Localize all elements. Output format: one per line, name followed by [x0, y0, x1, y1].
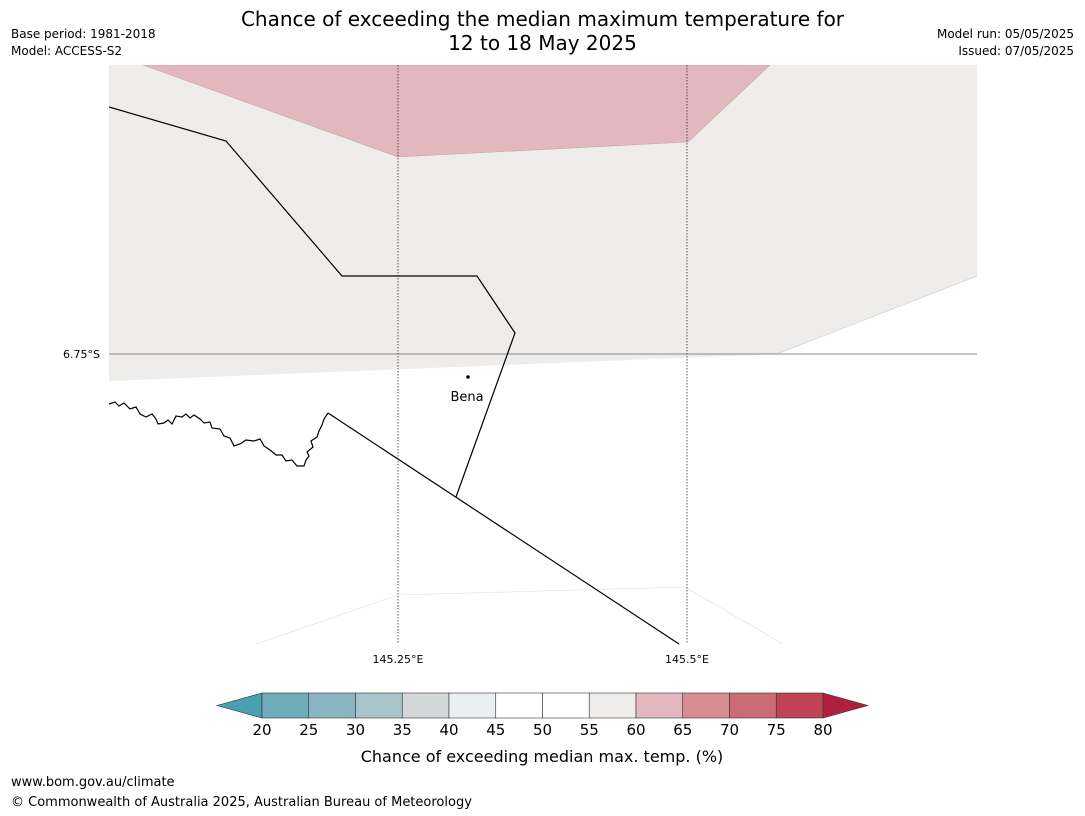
probability-region-55-60: [109, 65, 977, 381]
colorbar-segment: [542, 692, 590, 719]
lon-label-145-25e: 145.25°E: [373, 653, 424, 666]
province-boundary-south: [327, 412, 680, 645]
colorbar-tick-label: 25: [299, 721, 318, 739]
map-title: Chance of exceeding the median maximum t…: [0, 7, 1085, 55]
colorbar-tick-label: 20: [252, 721, 271, 739]
meta-right: Model run: 05/05/2025 Issued: 07/05/2025: [937, 26, 1074, 60]
footer-url: www.bom.gov.au/climate: [11, 775, 175, 790]
colorbar-segment: [355, 692, 403, 719]
colorbar-segment: [495, 692, 543, 719]
contour-edge-south: [255, 586, 784, 645]
place-label-bena: Bena: [450, 390, 483, 405]
model-run: Model run: 05/05/2025: [936, 27, 1074, 41]
issued-date: Issued: 07/05/2025: [958, 44, 1074, 58]
colorbar-tick-label: 55: [580, 721, 599, 739]
probability-region-60-65: [142, 65, 771, 158]
colorbar-tick-label: 30: [346, 721, 365, 739]
colorbar-label: Chance of exceeding median max. temp. (%…: [361, 747, 724, 766]
colorbar-tick-label: 50: [533, 721, 552, 739]
colorbar-segment: [682, 692, 730, 719]
province-boundary-north: [109, 106, 516, 498]
colorbar-tick-label: 70: [720, 721, 739, 739]
colorbar-extend-low: [215, 692, 263, 719]
colorbar-tick-label: 35: [393, 721, 412, 739]
lon-label-145-5e: 145.5°E: [665, 653, 709, 666]
colorbar: 20 25 30 35 40 45 50 55 60 65 70 75 80: [215, 692, 870, 739]
colorbar-extend-high: [822, 692, 870, 719]
model-name: Model: ACCESS-S2: [11, 44, 123, 58]
colorbar-tick-label: 40: [439, 721, 458, 739]
colorbar-tick-label: 80: [813, 721, 832, 739]
colorbar-segment: [448, 692, 497, 719]
bena-town-marker: [466, 375, 470, 379]
colorbar-segment: [261, 692, 310, 719]
coastline: [109, 401, 329, 467]
map-plot: Bena 6.75°S 145.25°E 145.5°E: [63, 65, 977, 666]
colorbar-tick-label: 75: [767, 721, 786, 739]
colorbar-tick-label: 65: [673, 721, 692, 739]
colorbar-segment: [308, 692, 356, 719]
title-line-2: 12 to 18 May 2025: [448, 31, 637, 55]
lat-label-6-75s: 6.75°S: [63, 348, 100, 361]
meta-left: Base period: 1981-2018 Model: ACCESS-S2: [11, 26, 156, 60]
colorbar-segment: [588, 692, 637, 719]
colorbar-tick-label: 60: [626, 721, 645, 739]
colorbar-segment: [635, 692, 684, 719]
footer-copyright: © Commonwealth of Australia 2025, Austra…: [11, 795, 472, 810]
title-line-1: Chance of exceeding the median maximum t…: [240, 7, 845, 31]
colorbar-segment: [775, 692, 824, 719]
colorbar-tick-label: 45: [486, 721, 505, 739]
base-period: Base period: 1981-2018: [11, 27, 156, 41]
colorbar-segment: [729, 692, 777, 719]
contour-edge-east: [776, 275, 977, 355]
colorbar-segment: [401, 692, 450, 719]
